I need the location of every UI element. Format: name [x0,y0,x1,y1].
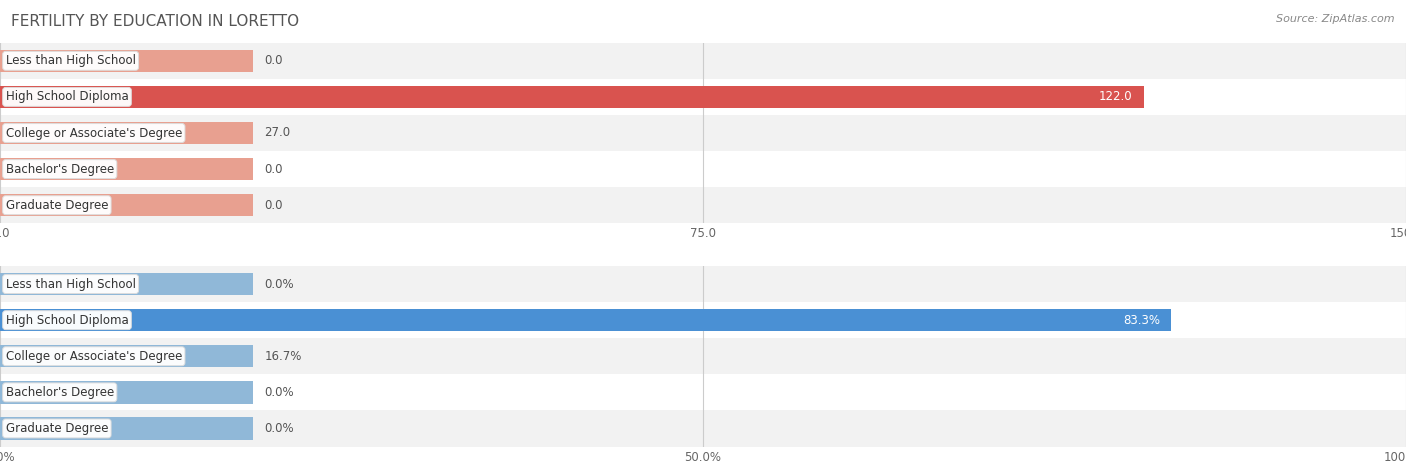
Text: Graduate Degree: Graduate Degree [6,422,108,435]
Text: High School Diploma: High School Diploma [6,314,128,327]
Bar [0,194,253,217]
Bar [0,374,1406,410]
Text: 0.0%: 0.0% [264,386,294,399]
Bar [0,187,1406,223]
Text: 16.7%: 16.7% [264,350,302,363]
Bar [0,86,1143,108]
Text: Source: ZipAtlas.com: Source: ZipAtlas.com [1277,14,1395,24]
Text: 83.3%: 83.3% [1123,314,1160,327]
Bar [0,410,1406,446]
Text: Less than High School: Less than High School [6,54,135,67]
Bar [0,381,253,404]
Bar [0,345,253,368]
Text: 27.0: 27.0 [264,126,291,140]
Text: Less than High School: Less than High School [6,277,135,291]
Bar [0,49,253,72]
Bar [0,273,253,295]
Text: Graduate Degree: Graduate Degree [6,199,108,212]
Text: College or Associate's Degree: College or Associate's Degree [6,350,181,363]
Bar [0,43,1406,79]
Bar [0,151,1406,187]
Text: College or Associate's Degree: College or Associate's Degree [6,126,181,140]
Bar [0,266,1406,302]
Bar [0,115,1406,151]
Text: 0.0%: 0.0% [264,277,294,291]
Bar [0,158,253,180]
Text: 122.0: 122.0 [1098,90,1132,104]
Bar [0,309,1171,332]
Bar [0,338,1406,374]
Text: 0.0: 0.0 [264,162,283,176]
Text: 0.0%: 0.0% [264,422,294,435]
Text: Bachelor's Degree: Bachelor's Degree [6,162,114,176]
Text: Bachelor's Degree: Bachelor's Degree [6,386,114,399]
Text: 0.0: 0.0 [264,54,283,67]
Bar [0,302,1406,338]
Text: High School Diploma: High School Diploma [6,90,128,104]
Bar [0,79,1406,115]
Text: FERTILITY BY EDUCATION IN LORETTO: FERTILITY BY EDUCATION IN LORETTO [11,14,299,29]
Bar [0,122,253,144]
Text: 0.0: 0.0 [264,199,283,212]
Bar [0,417,253,440]
